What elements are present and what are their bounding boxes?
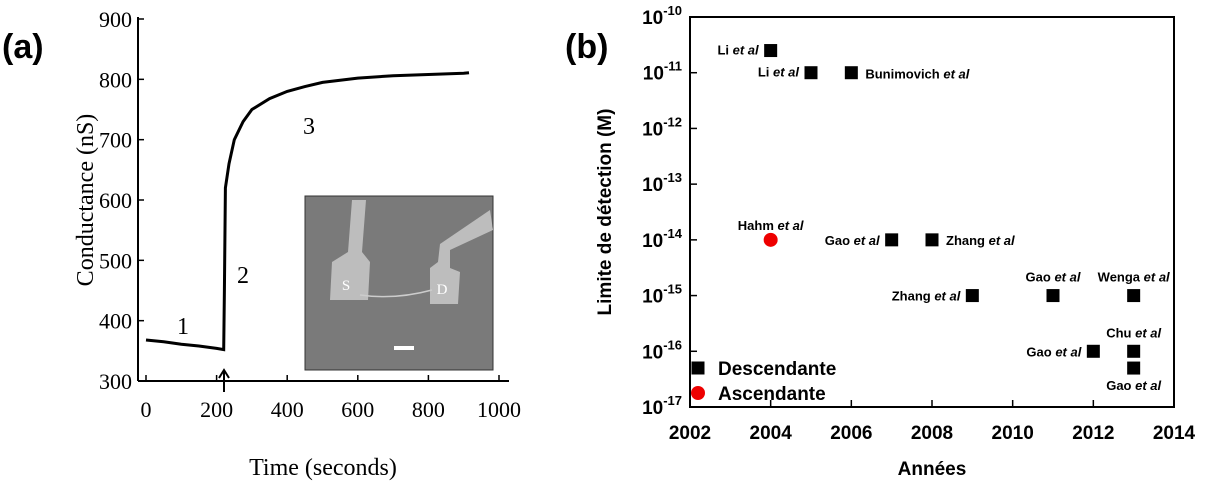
inset-electrode	[430, 210, 493, 304]
panel-label: (a)	[2, 28, 44, 66]
point	[1086, 344, 1100, 358]
x-tick-label: 600	[341, 397, 374, 422]
point-label: Gao et al	[1026, 270, 1081, 285]
point-label: Gao et al	[1026, 344, 1081, 359]
inset-electrode	[330, 200, 370, 300]
y-axis-label: Limite de détection (M)	[595, 109, 616, 316]
annotation: 2	[237, 263, 249, 289]
x-axis-label: Time (seconds)	[249, 455, 397, 481]
point	[763, 232, 778, 247]
x-tick-label: 1000	[477, 397, 521, 422]
y-tick-label: 10-17	[642, 393, 682, 419]
point	[1046, 289, 1060, 303]
inset-wire	[359, 289, 433, 298]
x-tick-label: 2008	[911, 423, 953, 444]
point-label: Zhang et al	[946, 233, 1015, 248]
y-tick-label: 10-16	[642, 337, 682, 363]
x-tick-label: 2002	[669, 423, 711, 444]
point	[1127, 344, 1141, 358]
y-tick-label: 10-11	[643, 59, 682, 85]
point	[925, 233, 939, 247]
legend-marker	[691, 361, 705, 375]
point-label: Bunimovich et al	[865, 67, 969, 82]
y-tick-label: 10-13	[642, 170, 682, 196]
point	[804, 66, 818, 80]
y-tick-label: 500	[99, 248, 132, 273]
inset-scale-bar	[394, 346, 414, 350]
y-tick-label: 10-12	[642, 114, 682, 140]
x-tick-label: 200	[200, 397, 233, 422]
point-label: Gao et al	[1106, 378, 1161, 393]
y-tick-label: 600	[99, 188, 132, 213]
x-tick-label: 400	[271, 397, 304, 422]
panel-a: 300 400 500 600 700 800 900 0 200 400 600 800 1000 Ti…	[2, 7, 521, 481]
y-tick-label: 10-10	[642, 3, 682, 29]
legend-marker	[691, 386, 705, 400]
point-label: Hahm et al	[738, 218, 804, 233]
x-tick-label: 2004	[750, 423, 793, 444]
annotation: 3	[303, 114, 315, 140]
y-tick-label: 800	[99, 67, 132, 92]
legend-label: Descendante	[718, 359, 836, 380]
point	[844, 66, 858, 80]
x-tick-label: 2012	[1072, 423, 1114, 444]
inset-label: S	[342, 278, 350, 294]
x-tick-label: 2010	[992, 423, 1034, 444]
arrow	[218, 368, 230, 392]
x-tick-label: 2006	[830, 423, 872, 444]
y-tick-label: 300	[99, 369, 132, 394]
point-label: Li et al	[717, 43, 759, 58]
x-tick-label: 2014	[1153, 423, 1196, 444]
annotation: 1	[177, 314, 189, 340]
legend-label: Ascendante	[718, 384, 826, 405]
point	[1127, 289, 1141, 303]
point	[965, 289, 979, 303]
x-tick-label: 0	[141, 397, 152, 422]
y-tick-label: 900	[99, 7, 132, 32]
x-tick-label: 800	[412, 397, 445, 422]
x-axis-label: Années	[898, 459, 967, 480]
data-line	[145, 71, 470, 352]
point-label: Gao et al	[825, 233, 880, 248]
point-label: Chu et al	[1106, 325, 1161, 340]
y-tick-label: 400	[99, 309, 132, 334]
point-label: Wenga et al	[1098, 270, 1170, 285]
panel-label: (b)	[565, 28, 608, 66]
point-label: Zhang et al	[892, 289, 961, 304]
y-tick-label: 10-14	[642, 226, 683, 252]
inset-label: D	[437, 282, 448, 298]
point	[1127, 361, 1141, 375]
y-axis-label: Conductance (nS)	[73, 114, 99, 287]
y-tick-label: 10-15	[642, 282, 682, 308]
y-tick-label: 700	[99, 128, 132, 153]
point	[885, 233, 899, 247]
panel-b: 10-17 10-16 10-15 10-14 10-13 10-12 10-11 10-10…	[565, 3, 1196, 480]
point	[764, 44, 778, 58]
point-label: Li et al	[758, 65, 800, 80]
